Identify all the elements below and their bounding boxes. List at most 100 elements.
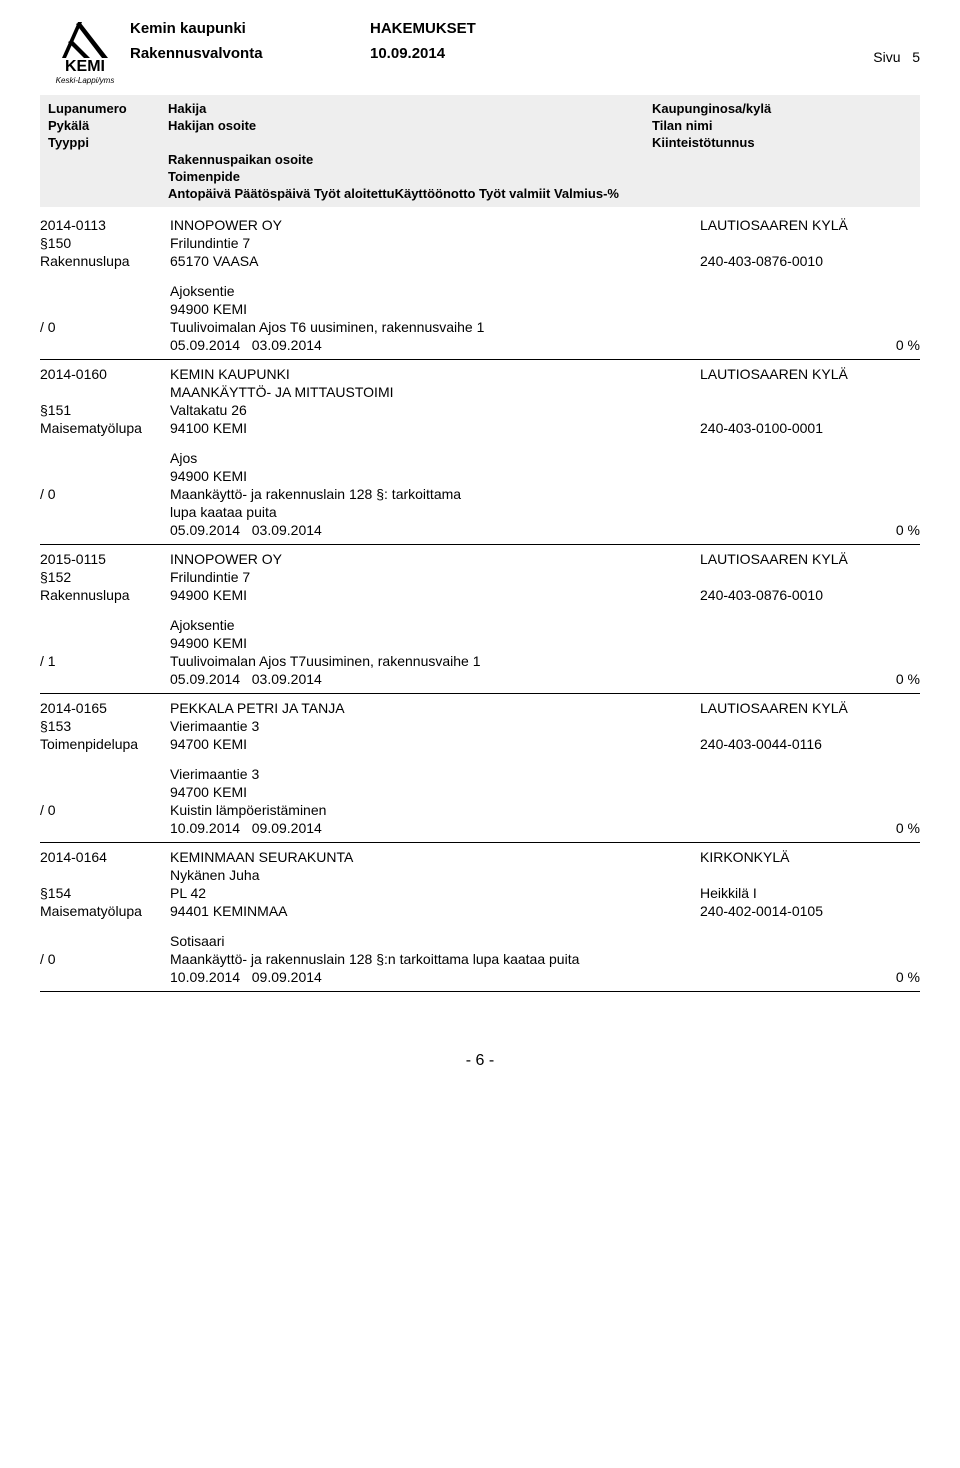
tila-nimi (700, 718, 920, 734)
kiinteisto-tunnus: 240-403-0044-0116 (700, 736, 920, 752)
trailing-rule (40, 991, 920, 992)
permit-type: Maisematyölupa (40, 420, 170, 436)
date-paatos: 09.09.2014 (252, 820, 322, 836)
applicant-city: 65170 VAASA (170, 253, 700, 269)
slash-code: / 1 (40, 653, 170, 669)
logo-sub-text: Keski-Lappi/yms (56, 76, 115, 85)
date-paatos: 03.09.2014 (252, 522, 322, 538)
slash-code: / 0 (40, 802, 170, 818)
page-label: Sivu (873, 49, 900, 65)
applicant-line2: Nykänen Juha (170, 867, 700, 883)
action-desc: Kuistin lämpöeristäminen (170, 802, 700, 818)
applicant-address: Frilundintie 7 (170, 569, 700, 585)
permit-entry: 2014-0165 PEKKALA PETRI JA TANJA LAUTIOS… (40, 693, 920, 836)
area-name: LAUTIOSAAREN KYLÄ (700, 700, 920, 716)
pykala: §150 (40, 235, 170, 251)
tila-nimi (700, 235, 920, 251)
permit-type: Rakennuslupa (40, 587, 170, 603)
tila-nimi (700, 569, 920, 585)
kiinteisto-tunnus: 240-403-0876-0010 (700, 253, 920, 269)
permit-type: Rakennuslupa (40, 253, 170, 269)
applicant-city: 94401 KEMINMAA (170, 903, 700, 919)
valmius-pct: 0 % (700, 820, 920, 836)
org-name: Kemin kaupunki (130, 20, 370, 37)
tila-nimi: Heikkilä I (700, 885, 920, 901)
site-line1: Ajos (170, 450, 700, 466)
date-anto: 05.09.2014 (170, 337, 240, 353)
valmius-pct: 0 % (700, 671, 920, 687)
doc-header: KEMI Keski-Lappi/yms Kemin kaupunki HAKE… (40, 20, 920, 85)
date-anto: 05.09.2014 (170, 522, 240, 538)
pykala: §152 (40, 569, 170, 585)
permit-number: 2014-0164 (40, 849, 170, 865)
ch-pykala: Pykälä (48, 118, 168, 133)
applicant-line2: MAANKÄYTTÖ- JA MITTAUSTOIMI (170, 384, 700, 400)
ch-toimenpide: Toimenpide (168, 169, 652, 184)
pykala: §151 (40, 402, 170, 418)
applicant-address: Valtakatu 26 (170, 402, 700, 418)
kiinteisto-tunnus: 240-403-0876-0010 (700, 587, 920, 603)
applicant-name: PEKKALA PETRI JA TANJA (170, 700, 700, 716)
area-name: LAUTIOSAAREN KYLÄ (700, 217, 920, 233)
doc-date: 10.09.2014 (370, 45, 570, 65)
slash-code: / 0 (40, 951, 170, 967)
ch-dates-row: Antopäivä Päätöspäivä Työt aloitettuKäyt… (168, 186, 652, 201)
footer-page-mark: - 6 - (40, 1052, 920, 1070)
applicant-name: INNOPOWER OY (170, 217, 700, 233)
area-name: LAUTIOSAAREN KYLÄ (700, 366, 920, 382)
area-name: LAUTIOSAAREN KYLÄ (700, 551, 920, 567)
site-line1: Sotisaari (170, 933, 700, 949)
site-line2: 94900 KEMI (170, 468, 700, 484)
ch-kiinteistotunnus: Kiinteistötunnus (652, 135, 912, 150)
applicant-address: Frilundintie 7 (170, 235, 700, 251)
applicant-address: PL 42 (170, 885, 700, 901)
action-desc: Tuulivoimalan Ajos T6 uusiminen, rakennu… (170, 319, 700, 335)
applicant-city: 94700 KEMI (170, 736, 700, 752)
ch-tilan-nimi: Tilan nimi (652, 118, 912, 133)
permit-number: 2014-0113 (40, 217, 170, 233)
kemi-logo-icon (60, 20, 110, 60)
permit-type: Maisematyölupa (40, 903, 170, 919)
date-paatos: 03.09.2014 (252, 671, 322, 687)
site-line2: 94700 KEMI (170, 784, 700, 800)
pykala: §153 (40, 718, 170, 734)
slash-code: / 0 (40, 486, 170, 502)
page-num-value: 5 (912, 49, 920, 65)
date-paatos: 09.09.2014 (252, 969, 322, 985)
permit-entry: 2014-0164 KEMINMAAN SEURAKUNTA KIRKONKYL… (40, 842, 920, 985)
permit-entry: 2014-0113 INNOPOWER OY LAUTIOSAAREN KYLÄ… (40, 211, 920, 353)
date-anto: 10.09.2014 (170, 820, 240, 836)
valmius-pct: 0 % (700, 337, 920, 353)
entries-list: 2014-0113 INNOPOWER OY LAUTIOSAAREN KYLÄ… (40, 211, 920, 992)
ch-kaupunginosa: Kaupunginosa/kylä (652, 101, 912, 116)
permit-number: 2015-0115 (40, 551, 170, 567)
site-line2: 94900 KEMI (170, 301, 700, 317)
applicant-city: 94900 KEMI (170, 587, 700, 603)
applicant-address: Vierimaantie 3 (170, 718, 700, 734)
logo-main-text: KEMI (65, 58, 105, 76)
action-desc: Maankäyttö- ja rakennuslain 128 §: tarko… (170, 486, 700, 502)
permit-number: 2014-0160 (40, 366, 170, 382)
valmius-pct: 0 % (700, 522, 920, 538)
site-line1: Vierimaantie 3 (170, 766, 700, 782)
slash-code: / 0 (40, 319, 170, 335)
dept-name: Rakennusvalvonta (130, 45, 370, 65)
kiinteisto-tunnus: 240-402-0014-0105 (700, 903, 920, 919)
permit-number: 2014-0165 (40, 700, 170, 716)
action-desc: Tuulivoimalan Ajos T7uusiminen, rakennus… (170, 653, 700, 669)
permit-type: Toimenpidelupa (40, 736, 170, 752)
action-desc: Maankäyttö- ja rakennuslain 128 §:n tark… (170, 951, 700, 967)
pykala: §154 (40, 885, 170, 901)
date-anto: 10.09.2014 (170, 969, 240, 985)
permit-entry: 2014-0160 KEMIN KAUPUNKI LAUTIOSAAREN KY… (40, 359, 920, 538)
applicant-name: INNOPOWER OY (170, 551, 700, 567)
ch-rakennuspaikan-osoite: Rakennuspaikan osoite (168, 152, 652, 167)
area-name: KIRKONKYLÄ (700, 849, 920, 865)
ch-hakijan-osoite: Hakijan osoite (168, 118, 652, 133)
permit-entry: 2015-0115 INNOPOWER OY LAUTIOSAAREN KYLÄ… (40, 544, 920, 687)
column-header-band: Lupanumero Hakija Kaupunginosa/kylä Pykä… (40, 95, 920, 207)
date-anto: 05.09.2014 (170, 671, 240, 687)
site-line1: Ajoksentie (170, 283, 700, 299)
logo-area: KEMI Keski-Lappi/yms (40, 20, 130, 85)
ch-tyyppi: Tyyppi (48, 135, 168, 150)
